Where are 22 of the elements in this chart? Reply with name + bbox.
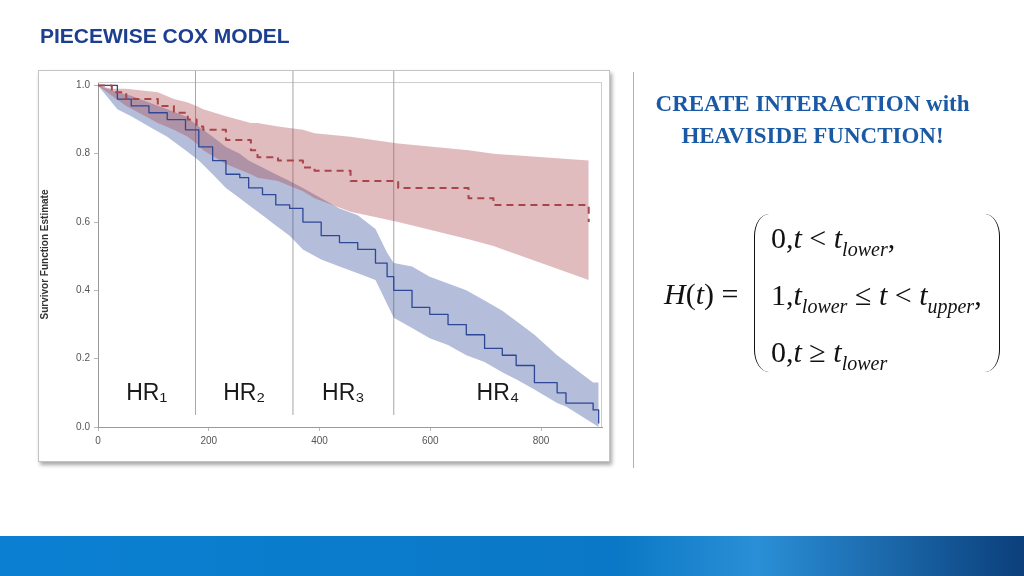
text: 0,t < t$_{lower}$, — [771, 220, 896, 260]
x-tick-label: 400 — [311, 434, 329, 446]
annotation: HR₃ — [322, 379, 365, 406]
x-tick-label: 0 — [95, 434, 102, 446]
y-tick-label: 0.0 — [76, 420, 91, 432]
y-tick-label: 1.0 — [76, 79, 91, 91]
y-axis-title: Survivor Function Estimate — [38, 189, 50, 320]
annotation: HR₁ — [126, 379, 168, 406]
text: H(t) = — [664, 276, 739, 312]
text: 0,t ≥ t$_{lower}$ — [771, 334, 888, 374]
chart-title: PIECEWISE COX MODEL — [40, 24, 290, 48]
x-tick-label: 800 — [532, 434, 550, 446]
y-tick-label: 0.4 — [76, 284, 91, 296]
text: CREATE INTERACTION with HEAVISIDE FUNCTION! — [654, 90, 971, 150]
text: 1,t$_{lower}$ ≤ t < t$_{upper}$, — [771, 278, 982, 317]
x-tick-label: 200 — [200, 434, 218, 446]
annotation: HR₄ — [476, 379, 520, 406]
y-tick-label: 0.2 — [76, 352, 91, 364]
annotation: HR₂ — [223, 379, 266, 406]
x-tick-label: 600 — [421, 434, 440, 446]
y-tick-label: 0.8 — [76, 147, 91, 159]
y-tick-label: 0.6 — [76, 215, 91, 227]
